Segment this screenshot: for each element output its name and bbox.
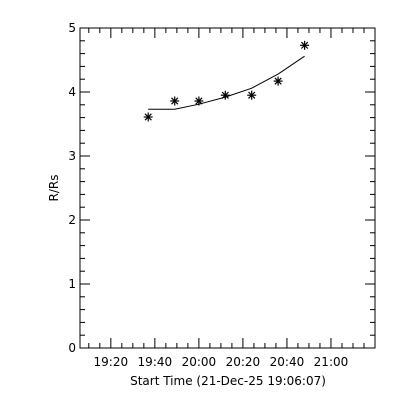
data-point bbox=[273, 76, 283, 86]
y-tick-label: 4 bbox=[68, 85, 76, 99]
y-tick-label: 5 bbox=[68, 21, 76, 35]
data-point bbox=[220, 90, 230, 100]
point-layer bbox=[143, 40, 310, 122]
data-point bbox=[143, 112, 153, 122]
minor-ticks bbox=[80, 28, 375, 348]
x-tick-label: 20:20 bbox=[226, 355, 261, 369]
x-tick-label: 20:40 bbox=[270, 355, 305, 369]
data-point bbox=[300, 40, 310, 50]
x-axis: 19:20 19:40 20:00 20:20 20:40 21:00 bbox=[94, 28, 349, 369]
x-axis-label: Start Time (21-Dec-25 19:06:07) bbox=[130, 374, 326, 388]
y-axis: 0 1 2 3 4 5 bbox=[68, 21, 375, 355]
x-tick-label: 21:00 bbox=[314, 355, 349, 369]
plot-frame bbox=[79, 27, 376, 349]
data-point bbox=[170, 96, 180, 106]
x-tick-label: 19:20 bbox=[94, 355, 129, 369]
data-point bbox=[194, 96, 204, 106]
y-axis-label: R/Rs bbox=[47, 175, 61, 202]
y-tick-label: 0 bbox=[68, 341, 76, 355]
y-tick-label: 2 bbox=[68, 213, 76, 227]
x-tick-label: 19:40 bbox=[138, 355, 173, 369]
y-tick-label: 1 bbox=[68, 277, 76, 291]
data-point bbox=[247, 90, 257, 100]
x-tick-label: 20:00 bbox=[182, 355, 217, 369]
y-tick-label: 3 bbox=[68, 149, 76, 163]
